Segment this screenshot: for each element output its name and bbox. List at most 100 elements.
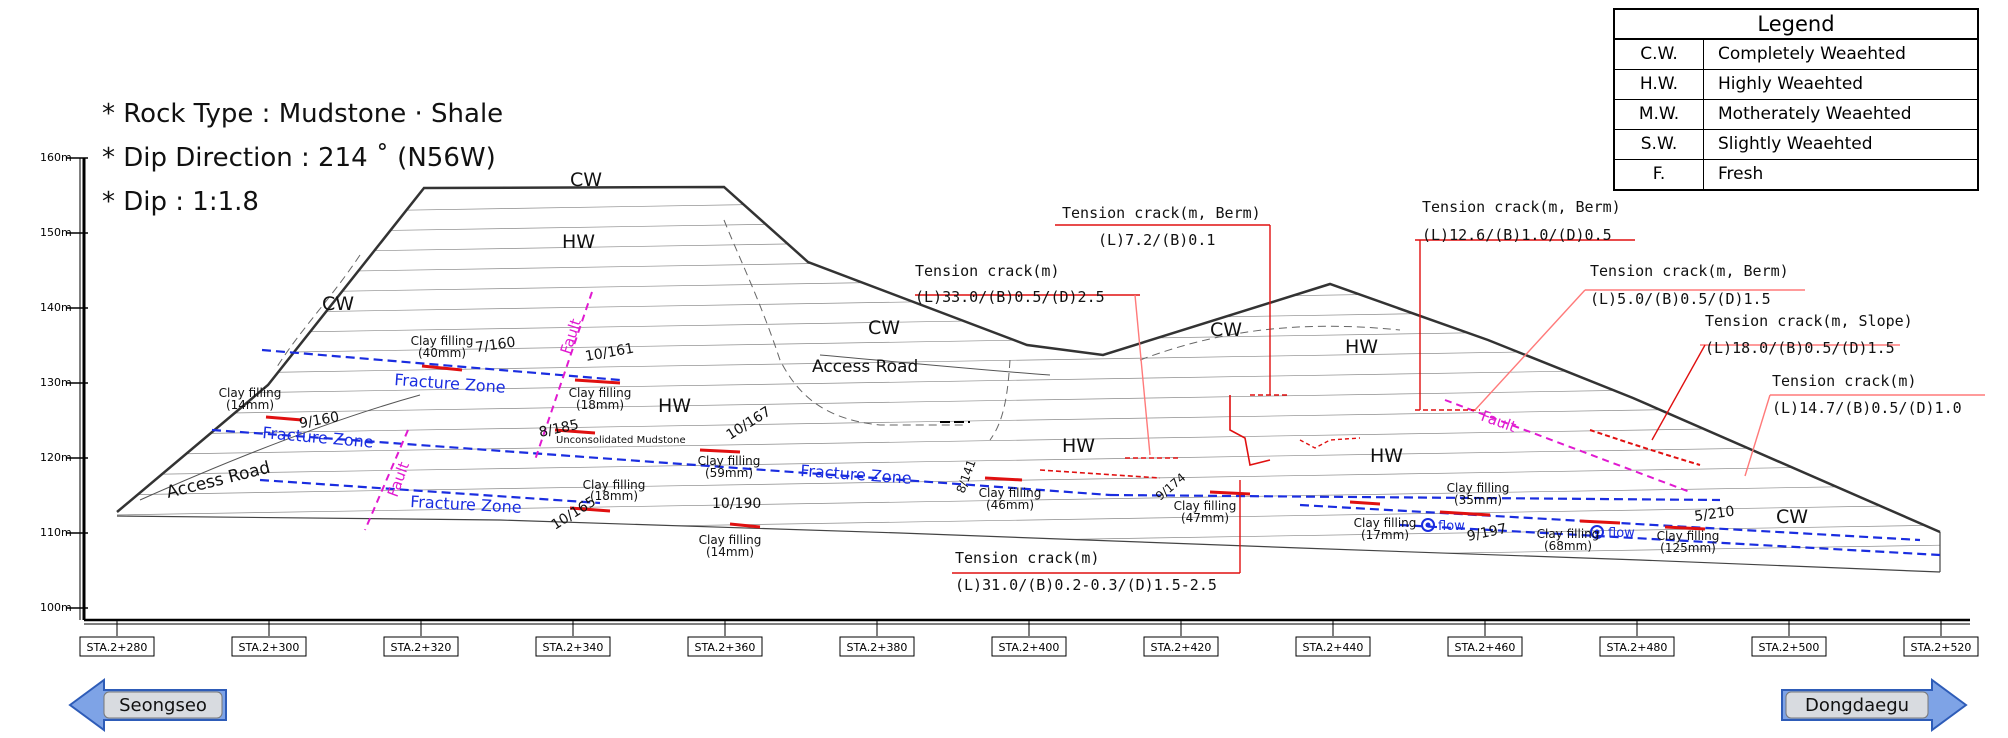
station-label: STA.2+360 xyxy=(695,641,756,654)
flow-icon xyxy=(1421,518,1435,532)
tension-crack-value: (L)33.0/(B)0.5/(D)2.5 xyxy=(915,288,1105,306)
dip-label: 10/190 xyxy=(712,496,761,512)
faults xyxy=(364,291,1691,531)
station-label: STA.2+320 xyxy=(391,641,452,654)
dip-label: 8/141 xyxy=(954,458,979,495)
clay-filling-label: Clay filling xyxy=(1537,527,1600,541)
flow-label: flow xyxy=(1608,526,1635,541)
direction-arrow-left[interactable]: Seongseo xyxy=(68,678,227,732)
clay-filling-label: Clay filling xyxy=(583,478,646,492)
slope-profile xyxy=(116,185,1941,573)
clay-filling-label: Clay filling xyxy=(699,533,762,547)
elevation-label-120: 120m xyxy=(40,451,72,464)
legend-desc: Slightly Weaehted xyxy=(1718,134,1873,154)
zone-label-cw: CW xyxy=(1210,319,1242,341)
dip-label: 5/210 xyxy=(1693,503,1735,524)
legend-row: F. Fresh xyxy=(1615,160,1977,189)
clay-filling-label: Clay filling xyxy=(219,386,282,400)
station-label: STA.2+380 xyxy=(847,641,908,654)
legend-row: M.W. Motherately Weaehted xyxy=(1615,100,1977,130)
elevation-label-100: 100m xyxy=(40,601,72,614)
direction-arrow-right[interactable]: Dongdaegu xyxy=(1781,678,1968,732)
clay-filling-thickness: (47mm) xyxy=(1181,511,1229,525)
zone-label-hw: HW xyxy=(658,395,691,417)
station-label: STA.2+500 xyxy=(1759,641,1820,654)
tension-crack-labels: Tension crack(m, Berm) (L)7.2/(B)0.1 Ten… xyxy=(915,198,1962,594)
dip-note: * Dip : 1:1.8 xyxy=(102,187,259,217)
station-label: STA.2+460 xyxy=(1455,641,1516,654)
dip-label: 9/197 xyxy=(1466,521,1509,545)
tension-crack-value: (L)14.7/(B)0.5/(D)1.0 xyxy=(1772,399,1962,417)
legend-code: M.W. xyxy=(1615,100,1704,129)
elevation-label-140: 140m xyxy=(40,301,72,314)
clay-filling-thickness: (46mm) xyxy=(986,498,1034,512)
fault-label: Fault xyxy=(1479,407,1519,436)
tension-crack-title: Tension crack(m) xyxy=(955,549,1100,567)
zone-label-hw: HW xyxy=(1062,435,1095,457)
tension-crack-value: (L)31.0/(B)0.2-0.3/(D)1.5-2.5 xyxy=(955,576,1217,594)
clay-filling-thickness: (59mm) xyxy=(705,466,753,480)
clay-filling-label: Clay filling xyxy=(411,334,474,348)
dip-label: 10/161 xyxy=(584,341,635,365)
fault-label: Fault xyxy=(557,316,585,356)
legend-code: C.W. xyxy=(1615,40,1704,69)
legend-row: H.W. Highly Weaehted xyxy=(1615,70,1977,100)
rock-type-note: * Rock Type : Mudstone · Shale xyxy=(102,99,504,129)
dip-label: 9/160 xyxy=(298,409,341,432)
dip-label: 7/160 xyxy=(474,334,516,355)
elevation-label-110: 110m xyxy=(40,526,72,539)
clay-filling-label: Clay filling xyxy=(1657,529,1720,543)
tension-crack-title: Tension crack(m, Berm) xyxy=(1422,198,1621,216)
legend-desc: Highly Weaehted xyxy=(1718,74,1864,94)
station-label: STA.2+300 xyxy=(239,641,300,654)
zone-label-hw: HW xyxy=(562,231,595,253)
zone-label-cw: CW xyxy=(1776,506,1808,528)
dip-direction-note: * Dip Direction : 214 ˚ (N56W) xyxy=(102,143,496,173)
clay-filling-thickness: (18mm) xyxy=(590,489,638,503)
legend-row: S.W. Slightly Weaehted xyxy=(1615,130,1977,160)
tension-crack-title: Tension crack(m, Berm) xyxy=(1590,262,1789,280)
clay-filling-thickness: (125mm) xyxy=(1660,541,1716,555)
dip-label: 10/167 xyxy=(724,404,774,444)
zone-label-hw: HW xyxy=(1370,445,1403,467)
elevation-scale: 160m 150m 140m 130m 120m 110m 100m xyxy=(40,151,88,620)
rock-notes: * Rock Type : Mudstone · Shale * Dip Dir… xyxy=(102,92,503,224)
clay-filling-label: Clay filling xyxy=(979,486,1042,500)
station-label: STA.2+280 xyxy=(87,641,148,654)
station-axis: STA.2+280 STA.2+300 STA.2+320 STA.2+340 … xyxy=(79,618,1979,657)
clay-filling-thickness: (35mm) xyxy=(1454,493,1502,507)
clay-filling-label: Clay filling xyxy=(1174,499,1237,513)
zone-label-cw: CW xyxy=(868,317,900,339)
unconsolidated-mudstone-label: Unconsolidated Mudstone xyxy=(556,435,686,446)
tension-crack-leaders xyxy=(915,224,1985,574)
nav-left-label: Seongseo xyxy=(119,695,207,716)
nav-right-label: Dongdaegu xyxy=(1805,695,1909,716)
station-label: STA.2+440 xyxy=(1303,641,1364,654)
legend-code: F. xyxy=(1615,160,1704,189)
access-road-label: Access Road xyxy=(812,357,918,377)
legend-code: H.W. xyxy=(1615,70,1704,99)
station-label: STA.2+400 xyxy=(999,641,1060,654)
tension-crack-value: (L)5.0/(B)0.5/(D)1.5 xyxy=(1590,290,1771,308)
clay-filling-marks xyxy=(265,364,1706,531)
station-label: STA.2+520 xyxy=(1911,641,1972,654)
elevation-label-160: 160m xyxy=(40,151,72,164)
clay-filling-label: Clay filling xyxy=(569,386,632,400)
legend: Legend C.W. Completely Weaehted H.W. Hig… xyxy=(1613,8,1979,191)
legend-desc: Completely Weaehted xyxy=(1718,44,1906,64)
clay-filling-thickness: (14mm) xyxy=(226,398,274,412)
zone-label-cw: CW xyxy=(322,293,354,315)
zone-label-cw: CW xyxy=(570,169,602,191)
legend-code: S.W. xyxy=(1615,130,1704,159)
flow-markers: flow flow xyxy=(1421,518,1635,541)
fracture-zone-label: Fracture Zone xyxy=(394,370,507,397)
flow-label: flow xyxy=(1438,519,1465,534)
tension-crack-title: Tension crack(m) xyxy=(1772,372,1917,390)
flow-icon xyxy=(1590,525,1604,539)
elevation-label-130: 130m xyxy=(40,376,72,389)
clay-filling-thickness: (68mm) xyxy=(1544,539,1592,553)
legend-row: C.W. Completely Weaehted xyxy=(1615,40,1977,70)
access-road-label: Access Road xyxy=(164,458,272,503)
clay-filling-label: Clay filling xyxy=(1447,481,1510,495)
station-label: STA.2+420 xyxy=(1151,641,1212,654)
